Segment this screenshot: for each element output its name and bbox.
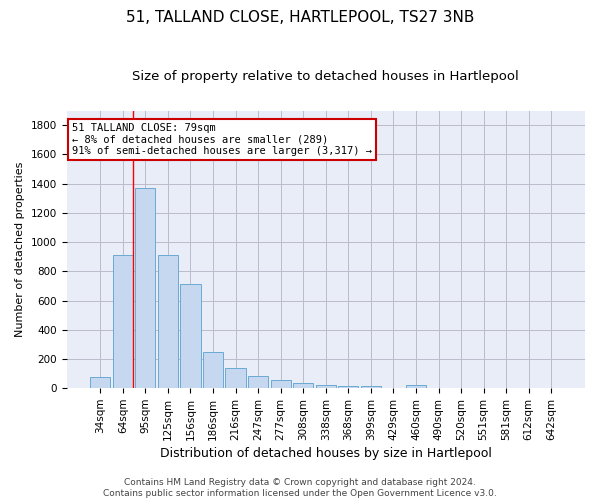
Text: 51 TALLAND CLOSE: 79sqm
← 8% of detached houses are smaller (289)
91% of semi-de: 51 TALLAND CLOSE: 79sqm ← 8% of detached…	[72, 123, 372, 156]
Bar	[406, 386, 426, 388]
Text: 51, TALLAND CLOSE, HARTLEPOOL, TS27 3NB: 51, TALLAND CLOSE, HARTLEPOOL, TS27 3NB	[126, 10, 474, 25]
Bar	[293, 383, 313, 388]
Bar	[226, 368, 246, 388]
Bar	[361, 386, 381, 388]
Bar	[135, 188, 155, 388]
Title: Size of property relative to detached houses in Hartlepool: Size of property relative to detached ho…	[133, 70, 519, 83]
X-axis label: Distribution of detached houses by size in Hartlepool: Distribution of detached houses by size …	[160, 447, 492, 460]
Bar	[90, 376, 110, 388]
Bar	[338, 386, 358, 388]
Bar	[271, 380, 291, 388]
Bar	[113, 255, 133, 388]
Bar	[203, 352, 223, 388]
Bar	[158, 255, 178, 388]
Y-axis label: Number of detached properties: Number of detached properties	[15, 162, 25, 337]
Bar	[181, 284, 200, 388]
Bar	[248, 376, 268, 388]
Text: Contains HM Land Registry data © Crown copyright and database right 2024.
Contai: Contains HM Land Registry data © Crown c…	[103, 478, 497, 498]
Bar	[316, 384, 336, 388]
